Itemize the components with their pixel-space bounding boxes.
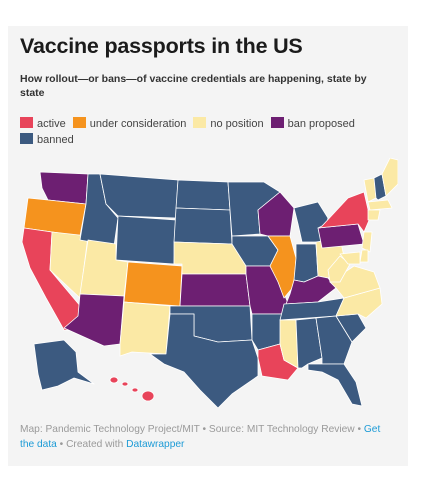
state-ks[interactable]	[179, 273, 251, 307]
state-hi[interactable]	[109, 376, 155, 402]
state-fl[interactable]	[307, 363, 363, 407]
legend-item-no-position: no position	[193, 116, 264, 132]
state-ms[interactable]	[279, 319, 299, 369]
state-il[interactable]	[267, 235, 297, 299]
state-nj[interactable]	[361, 231, 373, 253]
state-nm[interactable]	[119, 301, 171, 357]
state-de[interactable]	[359, 249, 369, 263]
legend-swatch	[193, 117, 207, 128]
state-md[interactable]	[339, 251, 361, 265]
source-note: Map: Pandemic Technology Project/MIT • S…	[20, 424, 362, 435]
legend-swatch	[72, 117, 86, 128]
state-tx[interactable]	[149, 313, 259, 408]
legend-label: no position	[210, 118, 264, 130]
legend-item-active: active	[20, 116, 66, 132]
state-wy[interactable]	[115, 215, 177, 265]
chart-title: Vaccine passports in the US	[20, 34, 303, 58]
chart-footer: Map: Pandemic Technology Project/MIT • S…	[20, 422, 392, 452]
legend-item-banned: banned	[20, 132, 74, 148]
legend: active under consideration no position ban …	[20, 116, 392, 148]
legend-label: under consideration	[89, 118, 187, 130]
state-wv[interactable]	[327, 255, 351, 283]
legend-swatch	[20, 133, 33, 144]
created-note: • Created with	[59, 439, 124, 450]
get-data-link[interactable]: Get the data	[20, 424, 381, 450]
legend-swatch	[20, 117, 33, 128]
state-nd[interactable]	[175, 179, 231, 211]
us-map	[21, 158, 398, 408]
state-co[interactable]	[123, 261, 183, 307]
legend-swatch	[270, 117, 284, 128]
legend-label: banned	[37, 134, 74, 146]
state-in[interactable]	[293, 243, 319, 283]
datawrapper-link[interactable]: Datawrapper	[126, 439, 185, 450]
legend-item-ban-proposed: ban proposed	[270, 116, 355, 132]
state-az[interactable]	[63, 293, 125, 347]
legend-label: ban proposed	[287, 118, 355, 130]
state-ak[interactable]	[33, 339, 95, 391]
state-me[interactable]	[381, 158, 398, 197]
state-ct[interactable]	[367, 209, 381, 221]
state-wa[interactable]	[39, 171, 89, 205]
legend-label: active	[37, 118, 66, 130]
chart-subtitle: How rollout—or bans—of vaccine credentia…	[20, 73, 367, 99]
state-ny[interactable]	[317, 191, 371, 233]
state-ma[interactable]	[367, 199, 393, 211]
legend-item-under-consideration: under consideration	[72, 116, 187, 132]
state-sd[interactable]	[173, 207, 233, 245]
state-mt[interactable]	[99, 173, 179, 219]
